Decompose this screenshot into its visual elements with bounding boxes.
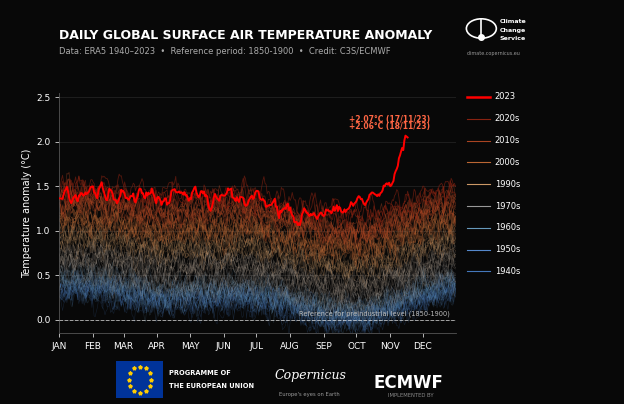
Text: Change: Change — [499, 27, 525, 33]
Text: +2.06°C (18/11/23): +2.06°C (18/11/23) — [349, 122, 430, 131]
Y-axis label: Temperature anomaly (°C): Temperature anomaly (°C) — [22, 148, 32, 278]
Text: THE EUROPEAN UNION: THE EUROPEAN UNION — [169, 383, 254, 389]
Text: climate.copernicus.eu: climate.copernicus.eu — [466, 51, 520, 56]
Text: 1940s: 1940s — [495, 267, 520, 276]
Text: Europe's eyes on Earth: Europe's eyes on Earth — [278, 392, 339, 397]
Text: Climate: Climate — [499, 19, 526, 24]
Text: PROGRAMME OF: PROGRAMME OF — [169, 370, 231, 377]
Text: 2000s: 2000s — [495, 158, 520, 167]
Text: Data: ERA5 1940–2023  •  Reference period: 1850-1900  •  Credit: C3S/ECMWF: Data: ERA5 1940–2023 • Reference period:… — [59, 47, 391, 56]
Text: 1960s: 1960s — [495, 223, 520, 232]
Text: 1950s: 1950s — [495, 245, 520, 254]
Text: +2.07°C (17/11/23): +2.07°C (17/11/23) — [349, 115, 430, 124]
Text: Copernicus: Copernicus — [275, 368, 346, 381]
Text: IMPLEMENTED BY: IMPLEMENTED BY — [388, 393, 434, 398]
Text: 2010s: 2010s — [495, 136, 520, 145]
Text: Service: Service — [499, 36, 525, 41]
Text: 1990s: 1990s — [495, 180, 520, 189]
Text: Reference for preindustrial level (1850-1900): Reference for preindustrial level (1850-… — [299, 311, 450, 317]
Text: 2020s: 2020s — [495, 114, 520, 123]
Text: 1970s: 1970s — [495, 202, 520, 210]
Text: ECMWF: ECMWF — [374, 374, 444, 392]
Text: DAILY GLOBAL SURFACE AIR TEMPERATURE ANOMALY: DAILY GLOBAL SURFACE AIR TEMPERATURE ANO… — [59, 29, 432, 42]
FancyBboxPatch shape — [116, 361, 163, 398]
Text: 2023: 2023 — [495, 93, 516, 101]
